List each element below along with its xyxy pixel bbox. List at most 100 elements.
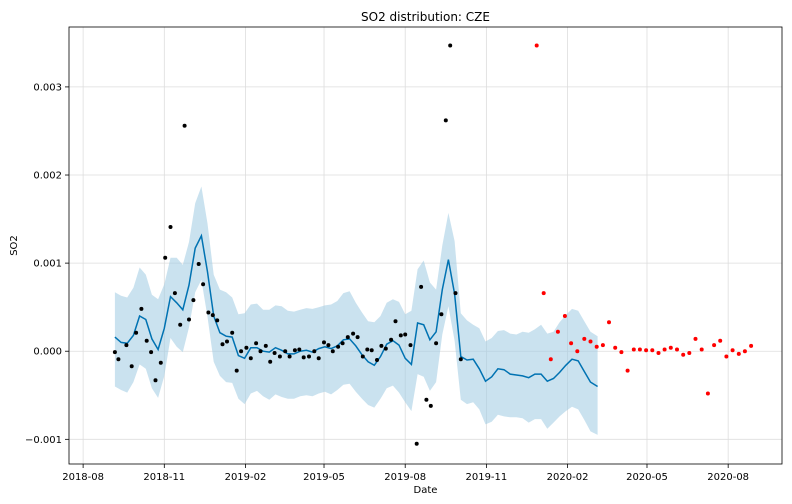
- held-out-point: [562, 314, 567, 318]
- held-out-point: [730, 348, 735, 353]
- x-tick-label: 2020-05: [626, 472, 668, 483]
- forecast-line-layer: [114, 233, 598, 388]
- observed-point: [340, 341, 345, 346]
- observed-point: [168, 225, 173, 229]
- chart-title: SO2 distribution: CZE: [361, 10, 490, 24]
- held-out-point: [600, 343, 605, 348]
- x-tick-label: 2020-08: [707, 472, 749, 483]
- held-out-point: [742, 349, 747, 354]
- observed-point: [277, 354, 282, 359]
- forecast-line: [114, 233, 598, 388]
- observed-point: [287, 354, 292, 359]
- observed-point: [365, 347, 370, 352]
- held-out-point: [555, 329, 560, 334]
- observed-point: [351, 331, 356, 336]
- held-out-point: [693, 336, 698, 341]
- y-tick-label: 0.003: [33, 82, 62, 93]
- observed-point: [375, 358, 379, 362]
- observed-point: [369, 348, 374, 353]
- observed-point: [393, 319, 398, 324]
- held-out-point: [675, 347, 679, 352]
- x-tick-label: 2019-02: [225, 472, 267, 483]
- held-out-point: [644, 348, 649, 353]
- x-tick-label: 2018-11: [143, 472, 185, 483]
- y-axis-label: SO2: [9, 235, 20, 256]
- y-tick-label: 0.002: [33, 171, 62, 182]
- observed-point: [225, 339, 229, 344]
- x-tick-label: 2019-08: [384, 472, 426, 483]
- held-out-point: [607, 320, 611, 325]
- observed-point: [272, 351, 277, 355]
- observed-point: [239, 349, 244, 354]
- observed-point: [297, 347, 302, 352]
- held-out-point: [569, 341, 574, 346]
- y-tick-label: 0.000: [33, 347, 62, 358]
- observed-point: [144, 338, 149, 343]
- observed-point: [248, 356, 253, 361]
- observed-point: [301, 355, 306, 360]
- observed-point: [263, 343, 268, 348]
- observed-point: [383, 346, 388, 351]
- held-out-point: [541, 291, 546, 296]
- observed-point: [336, 344, 341, 349]
- held-out-point: [699, 347, 704, 352]
- observed-point: [254, 341, 259, 346]
- observed-point: [448, 43, 453, 48]
- ticks: 2018-08 2018-11 2019-02 2019-05 2019-08 2019-…: [25, 82, 749, 483]
- observed-point: [258, 349, 263, 354]
- observed-point: [403, 332, 408, 337]
- observed-point: [178, 322, 183, 327]
- held-out-point: [619, 350, 624, 355]
- observed-point: [187, 317, 191, 322]
- observed-point: [191, 298, 196, 303]
- observed-point: [458, 357, 463, 362]
- observed-point: [453, 291, 458, 296]
- observed-point: [330, 349, 335, 354]
- observed-point: [172, 291, 177, 296]
- observed-point: [283, 349, 288, 354]
- held-out-point: [687, 351, 692, 355]
- observed-point: [112, 350, 117, 355]
- observed-point: [389, 337, 394, 342]
- x-axis-label: Date: [414, 485, 438, 496]
- held-out-point: [712, 343, 717, 348]
- observed-point: [443, 118, 448, 123]
- y-tick-label: 0.001: [33, 259, 62, 270]
- uncertainty-band-layer: [114, 186, 598, 435]
- observed-point: [230, 330, 235, 335]
- held-out-point: [736, 351, 741, 356]
- observed-point: [129, 364, 134, 369]
- x-tick-label: 2019-11: [465, 472, 507, 483]
- observed-point: [244, 345, 249, 350]
- observed-point: [360, 354, 365, 359]
- observed-point: [414, 441, 419, 446]
- observed-point: [312, 349, 317, 354]
- observed-point: [220, 342, 225, 347]
- observed-point: [424, 397, 429, 402]
- observed-point: [182, 123, 187, 128]
- held-out-point: [724, 354, 729, 359]
- x-tick-label: 2020-02: [547, 472, 589, 483]
- observed-point: [322, 340, 326, 345]
- observed-point: [408, 343, 413, 348]
- held-out-point: [718, 338, 723, 343]
- observed-point: [434, 341, 439, 346]
- observed-point: [139, 306, 144, 311]
- x-tick-label: 2019-05: [303, 472, 345, 483]
- held-out-point: [594, 344, 599, 349]
- observed-point: [134, 330, 139, 335]
- observed-point: [379, 343, 384, 348]
- observed-point: [153, 378, 158, 383]
- observed-point: [268, 359, 273, 364]
- uncertainty-band: [114, 186, 598, 435]
- observed-point: [292, 348, 297, 353]
- observed-point: [196, 262, 201, 266]
- observed-point: [307, 354, 311, 359]
- held-out-point: [588, 339, 593, 344]
- held-out-point: [662, 347, 667, 352]
- observed-point: [163, 255, 168, 260]
- held-out-point: [637, 347, 642, 352]
